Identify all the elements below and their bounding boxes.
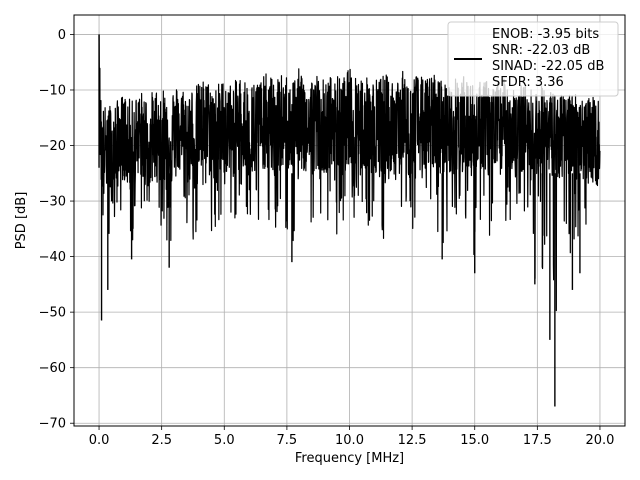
axis-ticks: 0.0 2.5 5.0 7.5 10.0 12.5 15.0 17.5 20.0 0 −10 −20 −…: [39, 28, 615, 448]
legend-entry-enob: ENOB: -3.95 bits: [492, 27, 599, 42]
legend-entry-sfdr: SFDR: 3.36: [492, 75, 564, 90]
x-tick-label: 15.0: [460, 433, 489, 448]
y-tick-label: −70: [39, 417, 66, 432]
y-tick-label: −40: [39, 250, 66, 265]
legend: ENOB: -3.95 bits SNR: -22.03 dB SINAD: -…: [447, 21, 619, 97]
x-tick-label: 0.0: [89, 433, 110, 448]
legend-entry-snr: SNR: -22.03 dB: [492, 43, 590, 58]
x-axis-label: Frequency [MHz]: [295, 451, 404, 466]
y-tick-label: 0: [58, 28, 66, 43]
y-tick-label: −20: [39, 139, 66, 154]
y-tick-label: −30: [39, 195, 66, 210]
y-axis-label: PSD [dB]: [14, 192, 29, 250]
psd-series-line: [98, 34, 601, 312]
series-layer: [98, 34, 601, 407]
y-tick-label: −50: [39, 306, 66, 321]
x-tick-label: 2.5: [151, 433, 172, 448]
legend-entry-sinad: SINAD: -22.05 dB: [492, 59, 604, 74]
x-tick-label: 20.0: [585, 433, 614, 448]
y-tick-label: −60: [39, 361, 66, 376]
x-tick-label: 17.5: [523, 433, 552, 448]
legend-box: [447, 21, 619, 97]
x-tick-label: 12.5: [398, 433, 427, 448]
x-tick-label: 7.5: [277, 433, 298, 448]
x-tick-label: 10.0: [335, 433, 364, 448]
x-tick-label: 5.0: [214, 433, 235, 448]
y-tick-label: −10: [39, 83, 66, 98]
